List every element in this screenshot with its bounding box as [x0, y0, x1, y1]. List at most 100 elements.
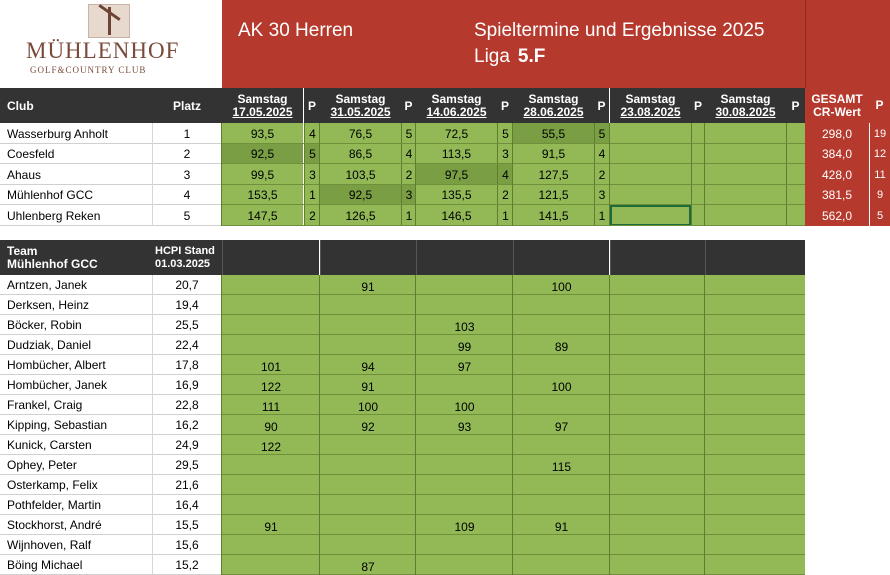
points-cell[interactable]: 1 — [594, 205, 609, 226]
player-score-cell[interactable] — [610, 415, 705, 435]
player-score-cell[interactable]: 87 — [320, 555, 416, 575]
player-hcpi[interactable]: 19,4 — [175, 298, 199, 312]
player-score-cell[interactable] — [610, 555, 705, 575]
player-score-cell[interactable] — [320, 435, 416, 455]
standings-rank[interactable]: 1 — [183, 126, 191, 141]
score-cell[interactable] — [705, 185, 786, 205]
points-cell[interactable]: 5 — [304, 144, 320, 164]
player-name[interactable]: Dudziak, Daniel — [7, 338, 92, 352]
player-score-cell[interactable] — [610, 335, 705, 355]
player-score-cell[interactable] — [222, 315, 320, 335]
player-score-cell[interactable] — [222, 535, 320, 555]
points-cell[interactable]: 5 — [594, 123, 609, 144]
player-hcpi[interactable]: 22,4 — [175, 338, 199, 352]
player-score-cell[interactable] — [610, 275, 705, 295]
player-score-cell[interactable] — [610, 395, 705, 415]
player-hcpi[interactable]: 29,5 — [175, 458, 199, 472]
player-score-cell[interactable] — [320, 455, 416, 475]
player-score-cell[interactable] — [705, 495, 805, 515]
player-score-cell[interactable]: 91 — [320, 275, 416, 295]
player-score-cell[interactable] — [222, 495, 320, 515]
score-cell[interactable]: 146,5 — [416, 205, 497, 226]
score-cell[interactable]: 72,5 — [416, 123, 497, 144]
standings-club[interactable]: Coesfeld — [7, 147, 55, 161]
points-cell[interactable] — [786, 123, 805, 144]
player-score-cell[interactable] — [320, 495, 416, 515]
player-score-cell[interactable] — [513, 395, 610, 415]
player-score-cell[interactable] — [610, 355, 705, 375]
player-score-cell[interactable] — [416, 555, 513, 575]
points-cell[interactable]: 5 — [401, 123, 416, 144]
player-score-cell[interactable] — [222, 335, 320, 355]
points-cell[interactable] — [786, 144, 805, 164]
player-score-cell[interactable]: 122 — [222, 375, 320, 395]
player-hcpi[interactable]: 25,5 — [175, 318, 199, 332]
player-score-cell[interactable] — [705, 415, 805, 435]
player-score-cell[interactable] — [416, 295, 513, 315]
player-score-cell[interactable]: 101 — [222, 355, 320, 375]
player-score-cell[interactable]: 91 — [222, 515, 320, 535]
score-cell[interactable]: 141,5 — [513, 205, 594, 226]
total-points-cell[interactable]: 5 — [869, 205, 890, 226]
player-score-cell[interactable] — [222, 295, 320, 315]
points-cell[interactable]: 3 — [497, 144, 513, 164]
player-name[interactable]: Kunick, Carsten — [7, 438, 92, 452]
standings-club[interactable]: Wasserburg Anholt — [7, 126, 108, 141]
player-score-cell[interactable] — [705, 295, 805, 315]
total-points-cell[interactable]: 19 — [869, 123, 890, 144]
player-name[interactable]: Böing Michael — [7, 558, 83, 572]
score-cell[interactable]: 113,5 — [416, 144, 497, 164]
player-score-cell[interactable]: 91 — [320, 375, 416, 395]
player-score-cell[interactable] — [416, 435, 513, 455]
total-cell[interactable]: 384,0 — [805, 144, 869, 164]
score-cell[interactable]: 55,5 — [513, 123, 594, 144]
points-cell[interactable] — [786, 164, 805, 185]
score-cell[interactable]: 92,5 — [222, 144, 303, 164]
player-score-cell[interactable] — [610, 295, 705, 315]
total-cell[interactable]: 381,5 — [805, 185, 869, 205]
player-score-cell[interactable] — [320, 475, 416, 495]
player-score-cell[interactable] — [222, 455, 320, 475]
player-score-cell[interactable] — [610, 535, 705, 555]
player-name[interactable]: Frankel, Craig — [7, 398, 83, 412]
score-cell[interactable]: 92,5 — [320, 185, 401, 205]
score-cell[interactable]: 97,5 — [416, 164, 497, 185]
player-score-cell[interactable] — [513, 315, 610, 335]
player-score-cell[interactable] — [705, 335, 805, 355]
score-cell[interactable]: 147,5 — [222, 205, 303, 226]
player-name[interactable]: Kipping, Sebastian — [7, 418, 108, 432]
player-score-cell[interactable]: 92 — [320, 415, 416, 435]
player-hcpi[interactable]: 22,8 — [175, 398, 199, 412]
player-score-cell[interactable] — [513, 475, 610, 495]
player-score-cell[interactable] — [705, 435, 805, 455]
player-score-cell[interactable] — [416, 275, 513, 295]
standings-rank[interactable]: 3 — [183, 167, 191, 182]
player-score-cell[interactable] — [610, 495, 705, 515]
player-score-cell[interactable] — [513, 555, 610, 575]
player-score-cell[interactable] — [705, 375, 805, 395]
points-cell[interactable]: 1 — [304, 185, 320, 205]
player-score-cell[interactable] — [705, 355, 805, 375]
player-score-cell[interactable] — [705, 315, 805, 335]
score-cell[interactable] — [610, 185, 691, 205]
standings-rank[interactable]: 2 — [183, 147, 191, 161]
player-score-cell[interactable]: 99 — [416, 335, 513, 355]
player-hcpi[interactable]: 21,6 — [175, 478, 199, 492]
player-score-cell[interactable]: 115 — [513, 455, 610, 475]
player-score-cell[interactable] — [610, 315, 705, 335]
player-score-cell[interactable]: 97 — [513, 415, 610, 435]
points-cell[interactable]: 4 — [304, 123, 320, 144]
player-name[interactable]: Derksen, Heinz — [7, 298, 90, 312]
player-score-cell[interactable]: 91 — [513, 515, 610, 535]
score-cell[interactable]: 127,5 — [513, 164, 594, 185]
score-cell[interactable]: 91,5 — [513, 144, 594, 164]
player-hcpi[interactable]: 24,9 — [175, 438, 199, 452]
player-name[interactable]: Stockhorst, André — [7, 518, 102, 532]
score-cell[interactable]: 135,5 — [416, 185, 497, 205]
total-points-cell[interactable]: 9 — [869, 185, 890, 205]
score-cell[interactable]: 103,5 — [320, 164, 401, 185]
player-hcpi[interactable]: 15,2 — [175, 558, 199, 572]
points-cell[interactable]: 2 — [594, 164, 609, 185]
points-cell[interactable]: 4 — [594, 144, 609, 164]
player-score-cell[interactable] — [705, 515, 805, 535]
